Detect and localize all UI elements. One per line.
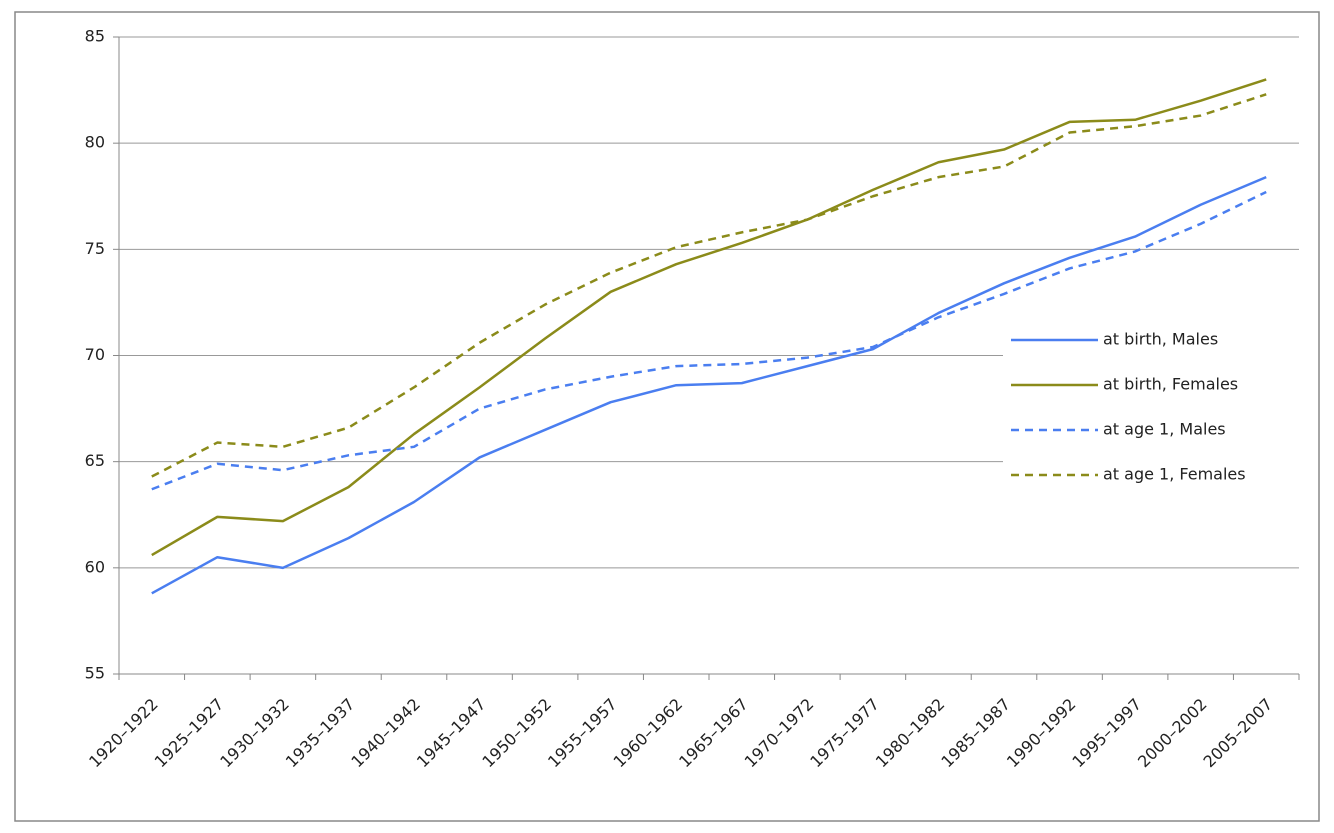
legend-box bbox=[1003, 322, 1299, 494]
legend-label: at age 1, Males bbox=[1103, 420, 1226, 439]
series-line bbox=[151, 175, 1267, 595]
y-tick-label: 65 bbox=[85, 451, 105, 470]
legend-label: at age 1, Females bbox=[1103, 465, 1246, 484]
series-line bbox=[151, 190, 1267, 491]
y-tick-label: 75 bbox=[85, 239, 105, 258]
y-tick-label: 60 bbox=[85, 557, 105, 576]
series-line bbox=[151, 93, 1267, 478]
y-tick-label: 85 bbox=[85, 27, 105, 46]
legend-label: at birth, Females bbox=[1103, 375, 1238, 394]
y-tick-label: 70 bbox=[85, 345, 105, 364]
y-tick-label: 55 bbox=[85, 664, 105, 683]
legend-label: at birth, Males bbox=[1103, 330, 1218, 349]
series-line bbox=[151, 78, 1267, 557]
y-tick-label: 80 bbox=[85, 133, 105, 152]
